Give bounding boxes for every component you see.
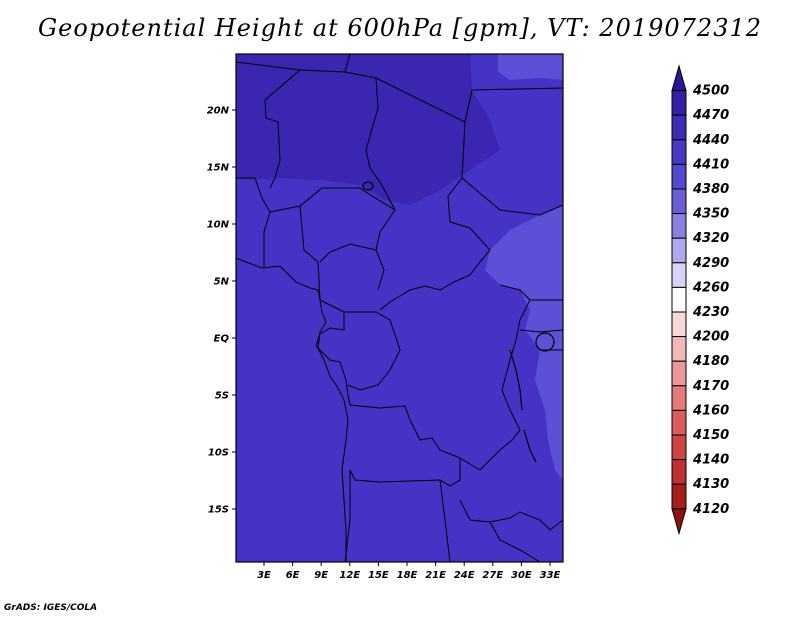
lat-tick-label: 15N [207,163,230,174]
lat-tick-label: 5N [214,277,230,288]
colorbar-level-label: 4470 [692,108,729,123]
border-libya-egypt [464,87,564,123]
colorbar-swatch [671,139,687,165]
grads-credit: GrADS: IGES/COLA [4,603,98,613]
colorbar-level-label: 4130 [692,477,729,492]
high-height-region [236,54,500,205]
colorbar-swatch [671,459,687,485]
lon-tick-label: 12E [339,570,360,581]
colorbar-swatch [671,213,687,239]
low-height-region-east [485,205,563,480]
lon-tick-label: 27E [482,570,503,581]
map-panel [235,53,564,563]
map-title: Geopotential Height at 600hPa [gpm], VT:… [38,14,762,42]
border-namibia [344,470,351,563]
colorbar-level-label: 4500 [692,84,729,99]
colorbar-swatch [671,286,687,313]
colorbar-swatch [671,336,687,362]
colorbar-swatch [671,90,687,116]
colorbar-level-label: 4150 [692,428,729,443]
colorbar-swatch [671,311,687,338]
border-south-africa [489,521,541,563]
colorbar-level-label: 4290 [692,256,729,271]
colorbar-level-label: 4440 [692,133,729,148]
lat-tick-label: 15S [208,505,229,516]
colorbar-swatch [671,385,687,411]
lake-victoria [535,332,555,352]
border-sudan-south [461,177,564,216]
border-nigeria-cameroon [299,205,376,313]
colorbar-level-label: 4160 [692,403,729,418]
border-nigeria-north [269,187,373,213]
lon-tick-label: 30E [511,570,532,581]
colorbar-level-label: 4180 [692,354,729,369]
colorbar-top-arrow [671,64,687,92]
colorbar-swatch [671,188,687,215]
colorbar-swatch [671,434,687,461]
lat-tick-label: 10S [208,448,229,459]
lon-tick-label: 21E [425,570,446,581]
colorbar-level-label: 4260 [692,280,729,295]
border-drc-east [499,284,531,391]
colorbar-level-label: 4170 [692,379,729,394]
colorbar-swatch [671,483,687,510]
border-chad-sudan [375,77,491,311]
border-mali [264,69,301,189]
border-zambia [459,389,521,471]
lake-malawi [523,429,537,463]
lon-tick-label: 15E [368,570,389,581]
lon-tick-label: 33E [540,570,561,581]
border-botswana [439,479,451,563]
border-niger-chad [344,71,396,291]
lat-tick-label: EQ [214,334,230,345]
colorbar-swatch [671,163,687,190]
colorbar-level-label: 4380 [692,182,729,197]
lon-tick-label: 6E [286,570,300,581]
colorbar-level-label: 4320 [692,231,729,246]
colorbar-level-label: 4230 [692,305,729,320]
lake-chad [362,181,374,191]
lon-tick-label: 9E [314,570,328,581]
lakes [362,181,555,463]
lat-tick-label: 10N [207,220,230,231]
lat-tick-label: 20N [207,106,230,117]
colorbar-swatch [671,409,687,436]
lon-tick-label: 18E [397,570,418,581]
colorbar-swatch [671,114,687,141]
border-zimbabwe [459,499,564,531]
coastline [235,257,349,562]
colorbar-level-label: 4120 [692,502,729,517]
border-kenya [519,329,564,333]
lon-tick-label: 3E [257,570,271,581]
latitude-axis: 20N 15N 10N 5N EQ 5S 10S 15S [207,106,236,516]
colorbar-swatch [671,262,687,288]
colorbar: 4500 4470 4440 4410 4380 4350 4320 4290 4260 4230… [671,64,729,536]
border-cameroon-north [319,243,377,263]
longitude-axis: 3E 6E 9E 12E 15E 18E 21E 24E 27E 30E 33E [257,562,561,581]
colorbar-level-label: 4410 [692,157,729,172]
colorbar-swatch [671,360,687,387]
lake-tanganyika [509,349,523,411]
colorbar-bottom-arrow [671,508,687,536]
colorbar-level-label: 4350 [692,207,729,222]
border-drc-angola [347,394,461,459]
border-north-1 [235,53,351,73]
border-chad-nigeria [371,195,396,211]
colorbar-level-label: 4140 [692,453,729,468]
lat-tick-label: 5S [215,391,229,402]
border-burkina [236,177,271,268]
country-borders [235,53,564,563]
colorbar-level-label: 4200 [692,330,729,345]
colorbar-swatch [671,237,687,264]
border-congo [347,311,401,391]
lon-tick-label: 24E [454,570,475,581]
border-gabon [315,312,349,396]
low-height-region-northeast [498,54,563,80]
map-frame [235,53,564,563]
